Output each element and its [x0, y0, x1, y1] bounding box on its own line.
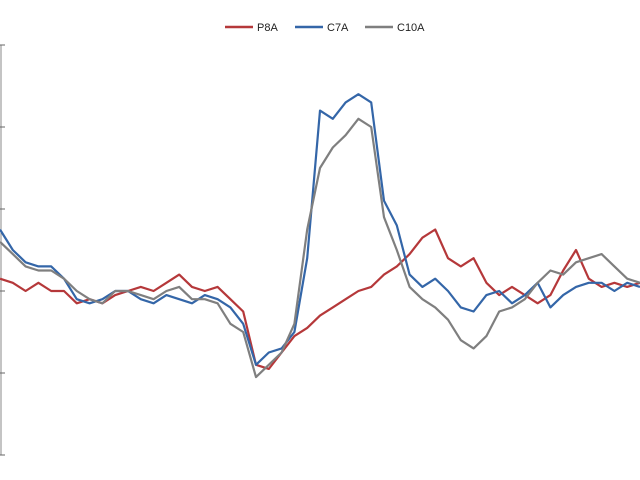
y-axis	[0, 44, 5, 456]
series-line-c7a	[0, 93, 640, 366]
legend-item-c7a: C7A	[295, 22, 349, 34]
legend-item-c10a: C10A	[365, 22, 425, 34]
series-line-p8a	[0, 228, 640, 370]
legend-item-p8a: P8A	[225, 22, 278, 34]
legend-label-p8a: P8A	[257, 22, 278, 34]
series-group	[0, 93, 640, 379]
series-line-c10a	[0, 117, 640, 379]
legend-label-c10a: C10A	[397, 22, 425, 34]
legend: P8A C7A C10A	[225, 22, 425, 34]
legend-label-c7a: C7A	[327, 22, 349, 34]
